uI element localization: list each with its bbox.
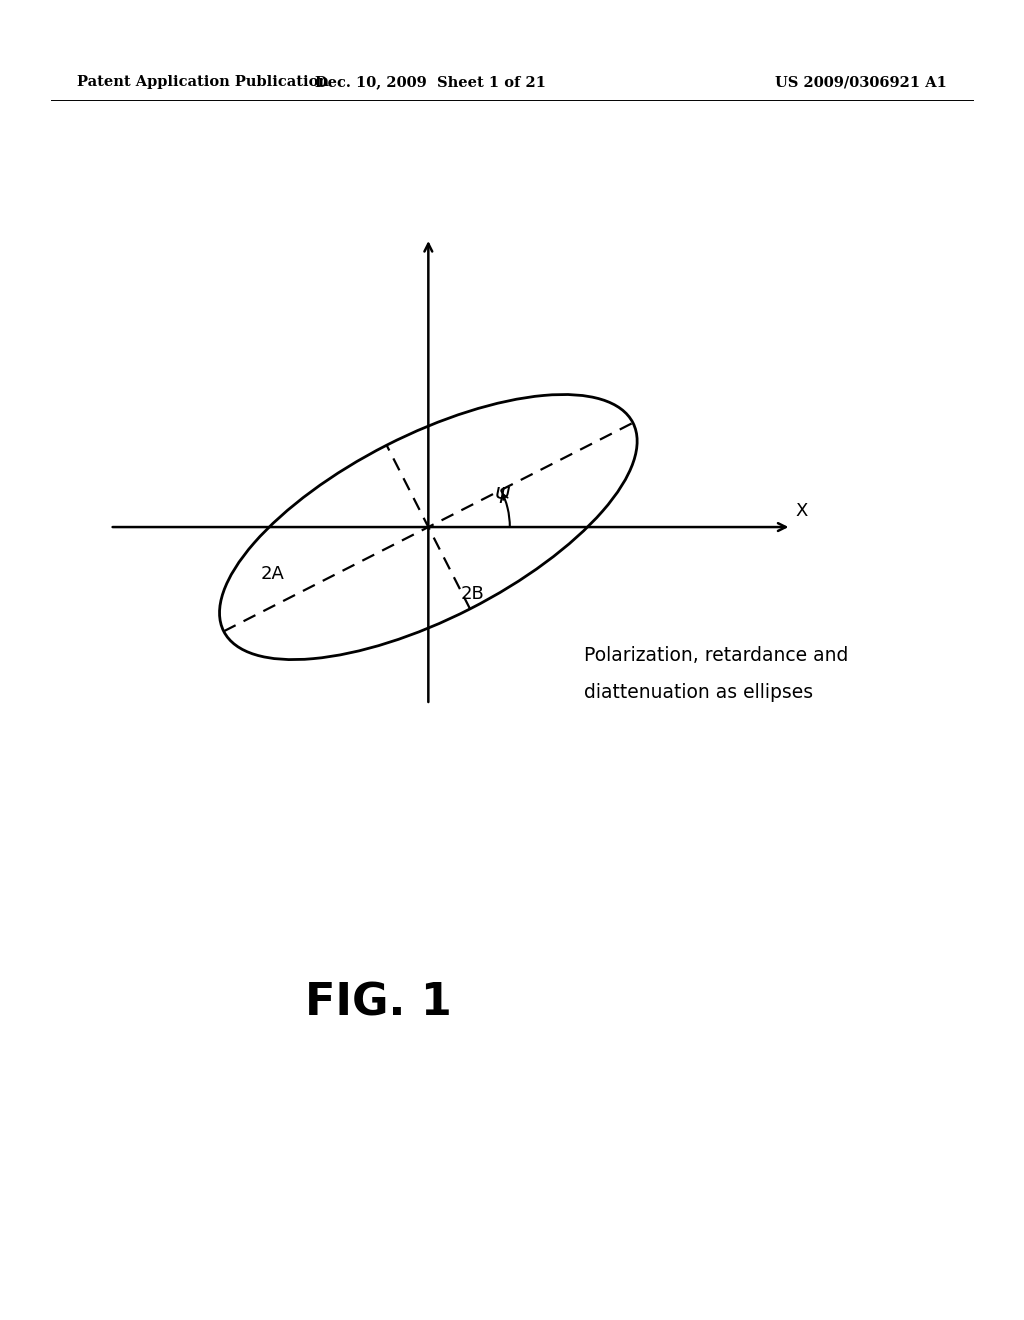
Text: X: X — [796, 502, 808, 520]
Text: Patent Application Publication: Patent Application Publication — [77, 75, 329, 90]
Text: Polarization, retardance and: Polarization, retardance and — [584, 645, 848, 664]
Text: US 2009/0306921 A1: US 2009/0306921 A1 — [775, 75, 947, 90]
Text: 2B: 2B — [461, 585, 484, 603]
Text: FIG. 1: FIG. 1 — [305, 982, 453, 1024]
Text: 2A: 2A — [261, 565, 285, 583]
Text: diattenuation as ellipses: diattenuation as ellipses — [584, 682, 813, 702]
Text: $\psi$: $\psi$ — [494, 483, 511, 506]
Text: Dec. 10, 2009  Sheet 1 of 21: Dec. 10, 2009 Sheet 1 of 21 — [314, 75, 546, 90]
